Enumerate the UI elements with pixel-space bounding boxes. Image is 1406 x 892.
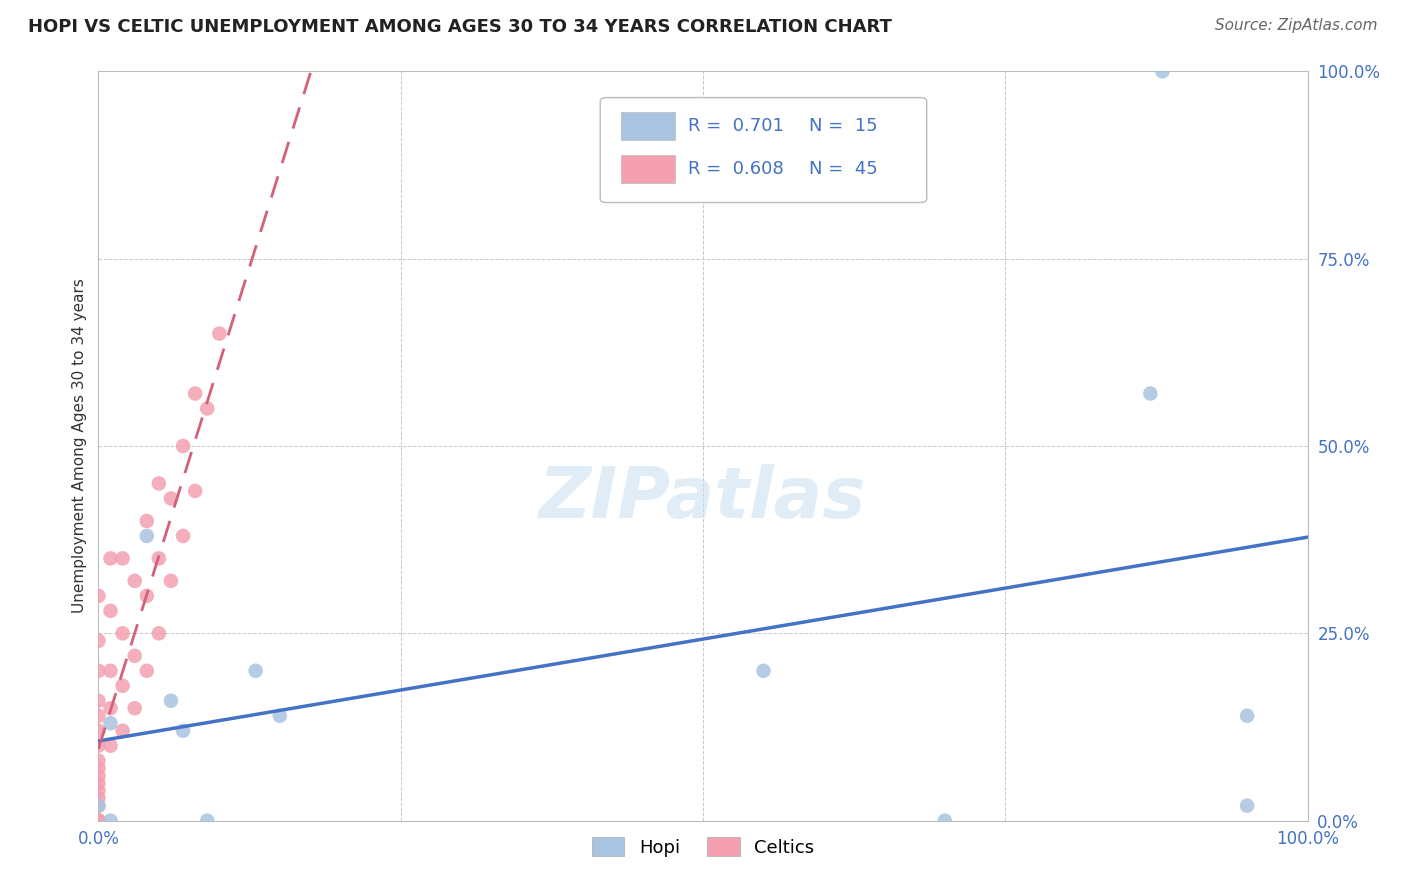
FancyBboxPatch shape <box>621 112 675 140</box>
Point <box>87 739 110 753</box>
Point <box>87 814 110 828</box>
Point <box>87 754 110 768</box>
Point <box>172 529 194 543</box>
Point <box>1236 708 1258 723</box>
Point <box>184 386 207 401</box>
Point <box>124 701 146 715</box>
Point <box>87 798 110 813</box>
Text: R =  0.701: R = 0.701 <box>689 117 785 135</box>
FancyBboxPatch shape <box>621 154 675 183</box>
Point <box>148 551 170 566</box>
Point <box>160 491 183 506</box>
Text: N =  45: N = 45 <box>810 160 879 178</box>
Point <box>87 723 110 738</box>
Text: R =  0.608: R = 0.608 <box>689 160 785 178</box>
Point <box>111 679 134 693</box>
Point <box>269 708 291 723</box>
Text: Source: ZipAtlas.com: Source: ZipAtlas.com <box>1215 18 1378 33</box>
Point <box>87 814 110 828</box>
Point <box>172 439 194 453</box>
Legend: Hopi, Celtics: Hopi, Celtics <box>585 830 821 864</box>
Point <box>87 664 110 678</box>
Point <box>184 483 207 498</box>
Point <box>100 739 122 753</box>
Point <box>135 514 157 528</box>
Point <box>135 589 157 603</box>
Point <box>111 626 134 640</box>
Point <box>148 476 170 491</box>
Y-axis label: Unemployment Among Ages 30 to 34 years: Unemployment Among Ages 30 to 34 years <box>72 278 87 614</box>
FancyBboxPatch shape <box>600 97 927 202</box>
Point <box>100 814 122 828</box>
Point <box>111 551 134 566</box>
Point <box>87 814 110 828</box>
Point <box>135 664 157 678</box>
Point <box>160 574 183 588</box>
Point <box>87 761 110 775</box>
Point <box>87 798 110 813</box>
Point <box>111 723 134 738</box>
Point <box>87 814 110 828</box>
Point <box>87 769 110 783</box>
Point <box>160 694 183 708</box>
Point <box>208 326 231 341</box>
Point <box>87 791 110 805</box>
Point <box>124 574 146 588</box>
Point <box>1236 798 1258 813</box>
Point <box>245 664 267 678</box>
Point <box>135 529 157 543</box>
Point <box>148 626 170 640</box>
Point <box>172 723 194 738</box>
Point <box>195 401 218 416</box>
Point <box>100 604 122 618</box>
Point <box>87 814 110 828</box>
Text: HOPI VS CELTIC UNEMPLOYMENT AMONG AGES 30 TO 34 YEARS CORRELATION CHART: HOPI VS CELTIC UNEMPLOYMENT AMONG AGES 3… <box>28 18 891 36</box>
Point <box>87 708 110 723</box>
Point <box>87 814 110 828</box>
Point <box>100 551 122 566</box>
Point <box>100 701 122 715</box>
Point <box>100 716 122 731</box>
Point <box>87 589 110 603</box>
Point <box>752 664 775 678</box>
Point <box>124 648 146 663</box>
Point <box>87 633 110 648</box>
Point <box>1152 64 1174 78</box>
Point <box>100 664 122 678</box>
Point <box>1139 386 1161 401</box>
Point <box>87 776 110 790</box>
Text: ZIPatlas: ZIPatlas <box>540 464 866 533</box>
Point <box>87 694 110 708</box>
Text: N =  15: N = 15 <box>810 117 877 135</box>
Point <box>934 814 956 828</box>
Point <box>195 814 218 828</box>
Point <box>87 783 110 797</box>
